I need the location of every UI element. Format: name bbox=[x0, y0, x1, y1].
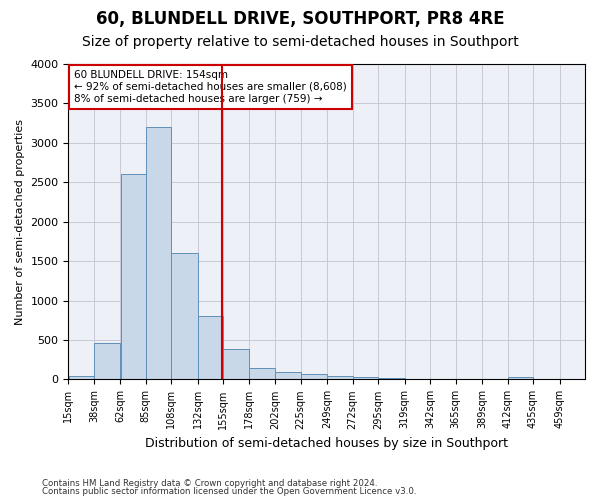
Bar bbox=[379, 378, 404, 380]
Y-axis label: Number of semi-detached properties: Number of semi-detached properties bbox=[15, 118, 25, 324]
Bar bbox=[249, 368, 275, 380]
Bar bbox=[198, 316, 223, 380]
Text: 60, BLUNDELL DRIVE, SOUTHPORT, PR8 4RE: 60, BLUNDELL DRIVE, SOUTHPORT, PR8 4RE bbox=[95, 10, 505, 28]
Bar bbox=[301, 374, 327, 380]
X-axis label: Distribution of semi-detached houses by size in Southport: Distribution of semi-detached houses by … bbox=[145, 437, 508, 450]
Bar bbox=[94, 343, 120, 380]
Bar bbox=[405, 378, 430, 380]
Bar bbox=[508, 377, 533, 380]
Text: Size of property relative to semi-detached houses in Southport: Size of property relative to semi-detach… bbox=[82, 35, 518, 49]
Bar bbox=[172, 254, 197, 380]
Bar bbox=[328, 376, 353, 380]
Text: 60 BLUNDELL DRIVE: 154sqm
← 92% of semi-detached houses are smaller (8,608)
8% o: 60 BLUNDELL DRIVE: 154sqm ← 92% of semi-… bbox=[74, 70, 347, 104]
Bar bbox=[121, 174, 146, 380]
Bar bbox=[68, 376, 94, 380]
Bar bbox=[275, 372, 301, 380]
Bar bbox=[353, 377, 378, 380]
Text: Contains HM Land Registry data © Crown copyright and database right 2024.: Contains HM Land Registry data © Crown c… bbox=[42, 478, 377, 488]
Bar bbox=[146, 127, 171, 380]
Text: Contains public sector information licensed under the Open Government Licence v3: Contains public sector information licen… bbox=[42, 487, 416, 496]
Bar bbox=[223, 348, 248, 380]
